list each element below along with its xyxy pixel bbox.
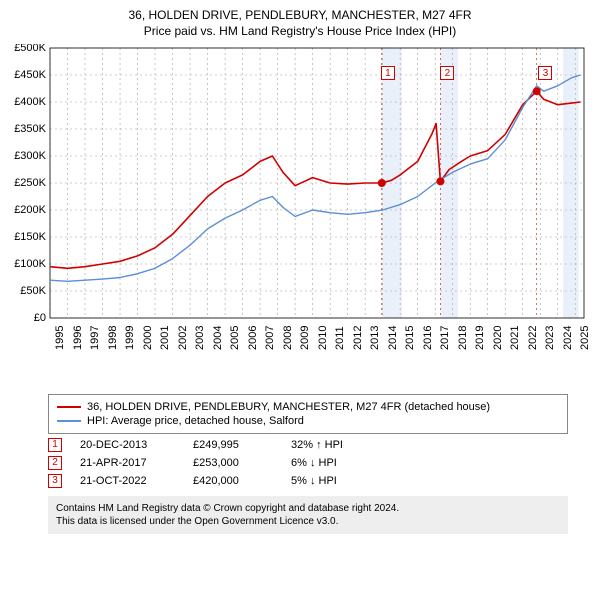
footnote-line: This data is licensed under the Open Gov… <box>56 515 560 528</box>
x-tick-label: 2014 <box>387 326 399 350</box>
transaction-hpi: 32% ↑ HPI <box>291 439 371 451</box>
transaction-date: 21-OCT-2022 <box>80 475 175 487</box>
x-tick-label: 2016 <box>422 326 434 350</box>
svg-text:£100K: £100K <box>14 258 46 270</box>
transaction-hpi: 6% ↓ HPI <box>291 457 371 469</box>
x-tick-label: 2008 <box>282 326 294 350</box>
x-tick-label: 2010 <box>317 326 329 350</box>
transaction-marker: 3 <box>48 474 62 488</box>
svg-text:£0: £0 <box>34 312 46 324</box>
sale-marker: 1 <box>381 66 395 80</box>
x-tick-label: 2007 <box>264 326 276 350</box>
x-tick-label: 2000 <box>142 326 154 350</box>
svg-text:£500K: £500K <box>14 44 46 54</box>
svg-text:£450K: £450K <box>14 69 46 81</box>
transaction-date: 20-DEC-2013 <box>80 439 175 451</box>
x-tick-label: 2022 <box>527 326 539 350</box>
legend-label: 36, HOLDEN DRIVE, PENDLEBURY, MANCHESTER… <box>87 401 490 413</box>
sale-marker: 2 <box>440 66 454 80</box>
svg-text:£50K: £50K <box>20 285 46 297</box>
transaction-row: 1 20-DEC-2013 £249,995 32% ↑ HPI <box>48 438 592 452</box>
page-subtitle: Price paid vs. HM Land Registry's House … <box>8 24 592 38</box>
svg-text:£300K: £300K <box>14 150 46 162</box>
x-tick-label: 1996 <box>72 326 84 350</box>
x-tick-label: 2002 <box>177 326 189 350</box>
transaction-hpi: 5% ↓ HPI <box>291 475 371 487</box>
x-tick-label: 2021 <box>509 326 521 350</box>
x-tick-label: 2019 <box>474 326 486 350</box>
legend-row: 36, HOLDEN DRIVE, PENDLEBURY, MANCHESTER… <box>57 401 559 413</box>
x-tick-label: 2005 <box>229 326 241 350</box>
transaction-date: 21-APR-2017 <box>80 457 175 469</box>
x-tick-label: 2018 <box>457 326 469 350</box>
sale-marker: 3 <box>538 66 552 80</box>
x-tick-label: 2013 <box>369 326 381 350</box>
x-tick-label: 1999 <box>124 326 136 350</box>
x-tick-label: 1995 <box>54 326 66 350</box>
x-tick-label: 2012 <box>352 326 364 350</box>
chart-container: £0 £50K £100K £150K £200K £250K £300K £350K £400… <box>8 44 592 388</box>
footnote: Contains HM Land Registry data © Crown c… <box>48 496 568 534</box>
legend-swatch <box>57 420 81 422</box>
x-tick-label: 2017 <box>439 326 451 350</box>
x-tick-label: 2015 <box>404 326 416 350</box>
x-tick-label: 2003 <box>194 326 206 350</box>
x-tick-label: 1997 <box>89 326 101 350</box>
svg-text:£150K: £150K <box>14 231 46 243</box>
page-title: 36, HOLDEN DRIVE, PENDLEBURY, MANCHESTER… <box>8 8 592 22</box>
legend-label: HPI: Average price, detached house, Salf… <box>87 415 304 427</box>
svg-text:£200K: £200K <box>14 204 46 216</box>
x-tick-label: 2006 <box>247 326 259 350</box>
transaction-row: 2 21-APR-2017 £253,000 6% ↓ HPI <box>48 456 592 470</box>
x-tick-label: 2004 <box>212 326 224 350</box>
svg-text:£400K: £400K <box>14 96 46 108</box>
x-tick-label: 2011 <box>334 326 346 350</box>
transaction-price: £253,000 <box>193 457 273 469</box>
transaction-table: 1 20-DEC-2013 £249,995 32% ↑ HPI 2 21-APR-201… <box>48 438 592 488</box>
footnote-line: Contains HM Land Registry data © Crown c… <box>56 502 560 515</box>
legend: 36, HOLDEN DRIVE, PENDLEBURY, MANCHESTER… <box>48 394 568 434</box>
x-tick-label: 2025 <box>579 326 591 350</box>
legend-row: HPI: Average price, detached house, Salf… <box>57 415 559 427</box>
transaction-price: £420,000 <box>193 475 273 487</box>
x-tick-label: 2009 <box>299 326 311 350</box>
transaction-marker: 2 <box>48 456 62 470</box>
legend-swatch <box>57 406 81 408</box>
transaction-marker: 1 <box>48 438 62 452</box>
x-tick-label: 1998 <box>107 326 119 350</box>
svg-text:£250K: £250K <box>14 177 46 189</box>
x-tick-label: 2001 <box>159 326 171 350</box>
x-tick-label: 2023 <box>544 326 556 350</box>
transaction-price: £249,995 <box>193 439 273 451</box>
x-tick-label: 2024 <box>562 326 574 350</box>
price-chart: £0 £50K £100K £150K £200K £250K £300K £350K £400… <box>8 44 592 354</box>
svg-text:£350K: £350K <box>14 123 46 135</box>
transaction-row: 3 21-OCT-2022 £420,000 5% ↓ HPI <box>48 474 592 488</box>
x-tick-label: 2020 <box>492 326 504 350</box>
